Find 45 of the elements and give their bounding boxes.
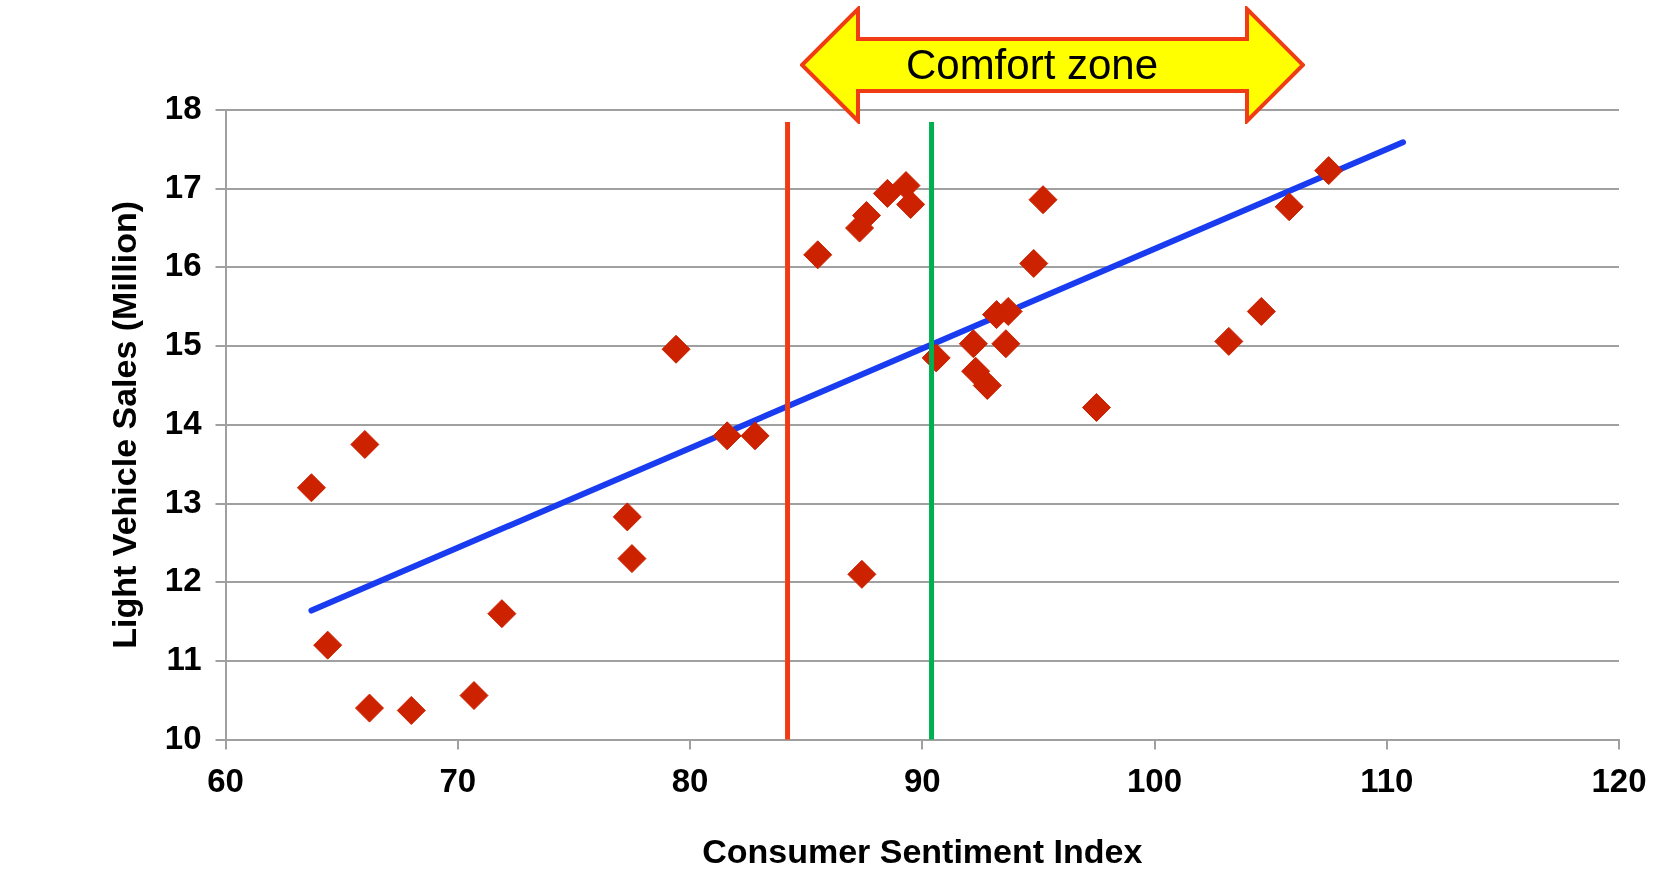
- point: [459, 681, 489, 711]
- point: [1314, 156, 1344, 186]
- y-tick-label: 17: [164, 167, 202, 205]
- x-tick-label: 100: [1126, 762, 1183, 800]
- y-tick-label: 10: [164, 718, 202, 756]
- point: [740, 421, 770, 451]
- x-tick-label: 110: [1360, 762, 1414, 800]
- x-tick-label: 70: [439, 762, 477, 800]
- point: [972, 370, 1002, 400]
- point: [1028, 185, 1058, 215]
- point: [661, 334, 691, 364]
- x-axis-title: Consumer Sentiment Index: [702, 831, 1143, 870]
- point: [1019, 248, 1049, 278]
- point: [803, 240, 833, 270]
- point: [396, 695, 426, 725]
- point: [712, 421, 742, 451]
- x-tick-label: 60: [207, 762, 244, 800]
- y-axis-title: Light Vehicle Sales (Million): [104, 200, 143, 649]
- point: [1214, 326, 1244, 356]
- point: [1246, 296, 1276, 326]
- x-tick-label: 80: [671, 762, 709, 800]
- point: [355, 693, 384, 723]
- point: [350, 429, 380, 459]
- y-tick-label: 13: [164, 482, 202, 520]
- y-tick-label: 15: [164, 325, 202, 363]
- point: [1274, 192, 1304, 222]
- point: [612, 502, 642, 532]
- point: [313, 630, 343, 660]
- point: [617, 544, 647, 574]
- point: [991, 329, 1021, 359]
- y-tick-label: 14: [164, 403, 203, 441]
- y-tick-label: 12: [164, 561, 202, 599]
- point: [896, 189, 926, 219]
- point: [487, 599, 517, 629]
- point: [1081, 392, 1111, 422]
- point: [847, 559, 877, 589]
- x-tick-label: 90: [903, 762, 941, 800]
- x-tick-label: 120: [1591, 762, 1647, 800]
- y-tick-label: 11: [166, 639, 202, 677]
- point: [958, 329, 988, 359]
- point: [296, 473, 326, 503]
- y-tick-label: 18: [164, 89, 202, 127]
- point: [872, 178, 902, 208]
- y-tick-label: 16: [164, 246, 202, 284]
- double-arrow: Comfort zone: [800, 6, 1305, 124]
